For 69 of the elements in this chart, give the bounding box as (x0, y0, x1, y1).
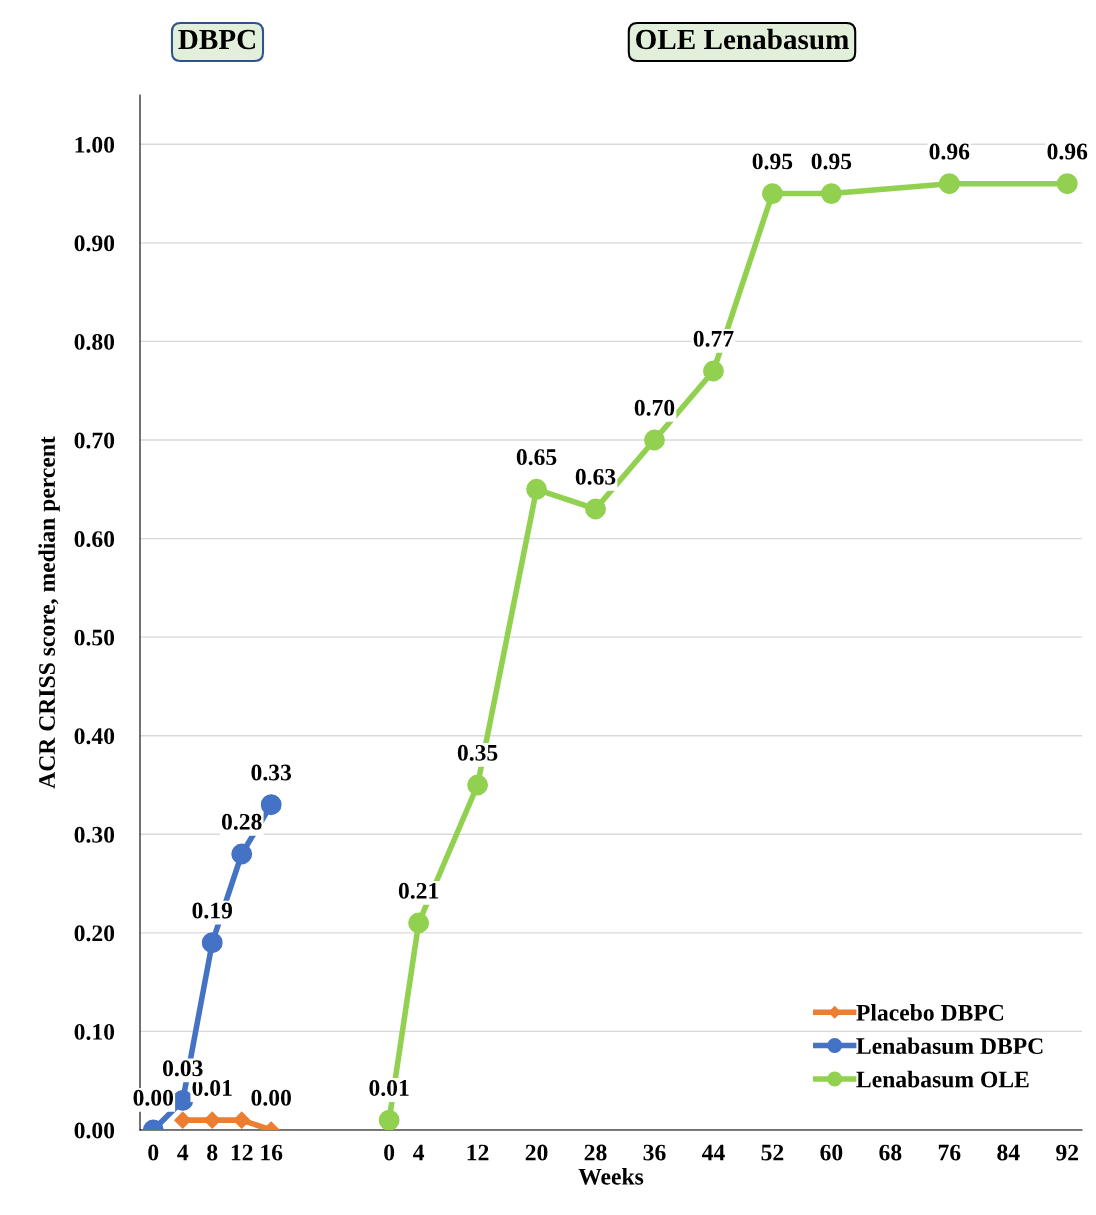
x-tick-label: 16 (261, 1144, 283, 1161)
y-tick-label: 0.20 (74, 925, 115, 942)
x-tick-label: 0 (384, 1144, 395, 1161)
point (585, 498, 606, 520)
y-tick-label: 0.60 (74, 531, 115, 548)
x-tick-label: 52 (761, 1144, 784, 1161)
x-tick-label: 0 (148, 1144, 159, 1161)
data-label: 0.19 (192, 902, 233, 919)
point (408, 912, 430, 934)
point (644, 429, 665, 451)
point (820, 183, 842, 204)
data-label: 0.00 (133, 1089, 174, 1106)
legend-label: Lenabasum DBPC (856, 1037, 1043, 1055)
y-tick-label: 0.00 (74, 1122, 115, 1139)
x-tick-label: 12 (231, 1144, 253, 1161)
x-tick-label: 36 (643, 1144, 666, 1161)
y-tick-label: 0.10 (74, 1023, 115, 1040)
x-tick-label: 68 (879, 1144, 902, 1161)
point (938, 173, 960, 195)
data-label: 0.95 (811, 153, 852, 170)
y-axis-title: ACR CRISS score, median percent (38, 436, 60, 789)
y-tick-label: 0.70 (74, 432, 115, 449)
point (231, 843, 253, 865)
y-tick-label: 0.90 (74, 235, 115, 252)
data-label: 0.77 (693, 330, 734, 347)
x-tick-label: 92 (1056, 1144, 1079, 1161)
y-tick-label: 0.40 (74, 728, 115, 745)
data-label: 0.00 (251, 1089, 291, 1106)
data-label: 0.70 (634, 399, 675, 416)
text: DBPC (178, 29, 255, 50)
x-tick-label: 4 (413, 1144, 425, 1161)
legend-label: Placebo DBPC (856, 1004, 1004, 1021)
y-tick-label: 0.30 (74, 826, 115, 843)
point (526, 478, 547, 500)
data-label: 0.96 (1047, 143, 1088, 160)
x-tick-label: 28 (584, 1144, 607, 1161)
point (762, 183, 783, 204)
x-tick-label: 8 (207, 1144, 218, 1161)
point (201, 932, 223, 954)
data-label: 0.33 (251, 764, 292, 781)
x-tick-label: 4 (177, 1144, 189, 1161)
data-label: 0.96 (929, 143, 970, 160)
point (1056, 173, 1078, 195)
data-label: 0.35 (457, 744, 498, 761)
text: OLE Lenabasum (636, 28, 849, 50)
data-label: 0.28 (221, 813, 262, 830)
x-axis-title: Weeks (578, 1168, 644, 1185)
point (378, 1109, 400, 1130)
data-label: 0.21 (398, 882, 439, 899)
x-tick-label: 60 (820, 1144, 843, 1161)
data-label: 0.01 (369, 1079, 409, 1097)
x-tick-label: 12 (467, 1144, 489, 1161)
y-tick-label: 0.50 (74, 629, 115, 646)
point (233, 1111, 251, 1129)
data-label: 0.63 (575, 468, 616, 485)
point (260, 794, 282, 816)
y-tick-label: 0.80 (74, 333, 115, 350)
data-label: 0.95 (752, 153, 793, 170)
point (467, 774, 489, 796)
point (703, 360, 724, 382)
x-tick-label: 44 (701, 1144, 725, 1161)
data-label: 0.03 (162, 1060, 203, 1077)
x-tick-label: 20 (525, 1144, 548, 1161)
legend-label: Lenabasum OLE (856, 1070, 1029, 1088)
data-label: 0.65 (516, 449, 557, 466)
data-label: 0.01 (192, 1079, 232, 1097)
x-tick-label: 84 (997, 1144, 1020, 1161)
x-tick-label: 76 (938, 1144, 961, 1161)
y-tick-label: 1.00 (75, 136, 115, 153)
